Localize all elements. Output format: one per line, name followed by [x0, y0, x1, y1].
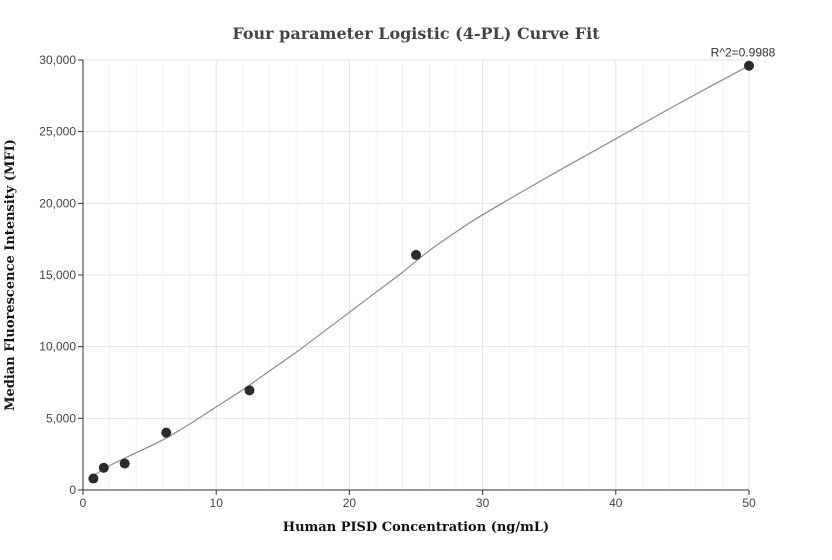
y-tick-label: 10,000: [39, 340, 76, 354]
data-point: [119, 458, 130, 469]
major-gridlines: [83, 59, 750, 490]
chart-title: Four parameter Logistic (4-PL) Curve Fit: [232, 24, 600, 43]
x-axis-title: Human PISD Concentration (ng/mL): [283, 520, 549, 535]
fit-curve-line: [93, 65, 750, 477]
r-squared-annotation: R^2=0.9988: [711, 46, 776, 60]
y-tick-labels: 0 5,000 10,000 15,000 20,000 25,000 30,000: [39, 53, 76, 497]
x-tick-label: 20: [343, 496, 357, 510]
x-tick-label: 0: [80, 496, 87, 510]
y-tick-label: 30,000: [39, 53, 76, 67]
data-points: [88, 60, 754, 484]
x-tick-label: 50: [742, 496, 756, 510]
y-tick-label: 5,000: [46, 411, 76, 425]
y-tick-label: 0: [69, 483, 76, 497]
x-tick-labels: 0 10 20 30 40 50: [80, 496, 756, 510]
y-tick-label: 15,000: [39, 268, 76, 282]
axes: [78, 59, 750, 495]
x-tick-label: 10: [210, 496, 224, 510]
data-point: [88, 473, 99, 484]
x-tick-label: 30: [476, 496, 490, 510]
data-point: [98, 462, 109, 473]
y-tick-label: 20,000: [39, 196, 76, 210]
y-axis-title: Median Fluorescence Intensity (MFI): [3, 139, 18, 411]
data-point: [244, 385, 255, 396]
data-point: [161, 427, 172, 438]
y-tick-label: 25,000: [39, 125, 76, 139]
data-point: [411, 249, 421, 260]
data-point: [744, 60, 754, 71]
x-tick-label: 40: [609, 496, 623, 510]
fit-curve-layer: [93, 65, 750, 477]
